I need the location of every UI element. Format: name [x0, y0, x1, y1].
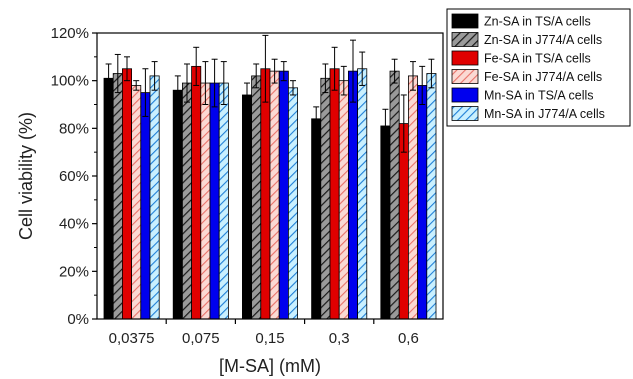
bar — [260, 68, 271, 320]
bar — [426, 73, 437, 320]
bar — [191, 65, 202, 320]
x-axis: 0,0375 0,075 0,15 0,3 0,6 — [109, 319, 419, 347]
bar — [347, 70, 358, 320]
y-tick-label: 60% — [59, 168, 89, 185]
bar — [269, 70, 280, 320]
error-bar — [313, 106, 320, 132]
bar — [131, 85, 142, 320]
error-bar — [382, 108, 389, 144]
error-bar — [410, 61, 416, 91]
bar — [241, 94, 252, 320]
bar — [251, 75, 262, 320]
bar — [287, 87, 298, 320]
bar — [122, 68, 133, 320]
y-tick-label: 0% — [67, 311, 89, 328]
error-bar — [220, 61, 227, 105]
error-bar — [202, 61, 209, 105]
bars-layer — [103, 65, 437, 320]
legend-swatch — [451, 50, 479, 66]
bar — [311, 118, 322, 320]
legend-label: Zn-SA in TS/A cells — [484, 15, 591, 29]
legend-label: Mn-SA in J774/A cells — [484, 107, 605, 121]
y-tick-label: 120% — [51, 25, 89, 42]
error-bar — [350, 39, 356, 103]
legend-item: Zn-SA in TS/A cells — [451, 13, 591, 29]
error-bar — [184, 63, 190, 103]
error-bar — [331, 46, 338, 91]
bar — [209, 82, 220, 320]
x-tick-label: 0,15 — [255, 330, 284, 347]
y-tick-label: 40% — [59, 216, 89, 233]
legend-item: Mn-SA in TS/A cells — [451, 87, 594, 103]
x-tick-label: 0,6 — [398, 330, 419, 347]
error-bar — [290, 80, 296, 96]
bar — [389, 70, 400, 320]
bar — [320, 77, 331, 320]
y-axis-title: Cell viability (%) — [16, 112, 36, 240]
legend-swatch — [451, 87, 479, 103]
error-bar — [340, 65, 347, 96]
y-axis: 0% 20% 40% 60% 80% 100% 120% — [51, 25, 97, 328]
error-bar — [271, 58, 278, 84]
bar — [200, 82, 211, 320]
y-tick-label: 100% — [51, 73, 89, 90]
legend-item: Mn-SA in J774/A cells — [451, 106, 605, 121]
bar — [149, 75, 160, 320]
x-tick-label: 0,0375 — [109, 330, 155, 347]
bar — [140, 92, 151, 320]
y-tick-label: 80% — [59, 120, 89, 137]
y-tick-label: 20% — [59, 263, 89, 280]
error-bar — [151, 61, 158, 91]
error-bar — [142, 68, 149, 117]
legend-item: Zn-SA in J774/A cells — [451, 32, 602, 47]
error-bar — [174, 75, 181, 105]
error-bar — [133, 80, 140, 91]
bar — [103, 77, 114, 320]
x-tick-label: 0,075 — [182, 330, 220, 347]
bar — [218, 82, 229, 320]
bar — [417, 85, 428, 320]
error-bar — [391, 58, 398, 84]
legend-label: Mn-SA in TS/A cells — [484, 89, 594, 103]
error-bar — [419, 65, 426, 105]
error-bar — [400, 94, 407, 153]
bar — [380, 125, 391, 320]
legend-swatch — [451, 69, 479, 84]
error-bar — [124, 56, 130, 82]
bar — [357, 68, 368, 320]
legend-item: Fe-SA in TS/A cells — [451, 50, 591, 66]
legend-swatch — [451, 32, 479, 47]
bar — [338, 80, 349, 320]
error-bar — [262, 34, 269, 103]
x-axis-title: [M-SA] (mM) — [219, 356, 321, 376]
error-bar — [244, 82, 250, 108]
error-bar — [428, 58, 435, 89]
bar — [407, 75, 418, 320]
x-tick-label: 0,3 — [329, 330, 350, 347]
legend-item: Fe-SA in J774/A cells — [451, 69, 602, 84]
error-bar — [193, 46, 200, 86]
bar — [181, 82, 192, 320]
bar — [112, 73, 123, 320]
legend: Zn-SA in TS/A cells Zn-SA in J774/A cells… — [446, 8, 631, 127]
bar — [329, 68, 340, 320]
error-bar — [114, 53, 121, 94]
error-bars-layer — [105, 34, 435, 153]
bar — [172, 89, 183, 320]
legend-label: Fe-SA in TS/A cells — [484, 52, 591, 66]
error-bar — [253, 63, 260, 89]
bar — [398, 123, 409, 320]
bar — [278, 70, 289, 320]
legend-swatch — [451, 106, 479, 121]
error-bar — [322, 63, 329, 94]
error-bar — [211, 58, 218, 108]
error-bar — [105, 63, 112, 94]
error-bar — [280, 61, 287, 82]
error-bar — [359, 51, 366, 86]
legend-swatch — [451, 13, 479, 29]
legend-label: Zn-SA in J774/A cells — [484, 33, 602, 47]
legend-label: Fe-SA in J774/A cells — [484, 70, 602, 84]
